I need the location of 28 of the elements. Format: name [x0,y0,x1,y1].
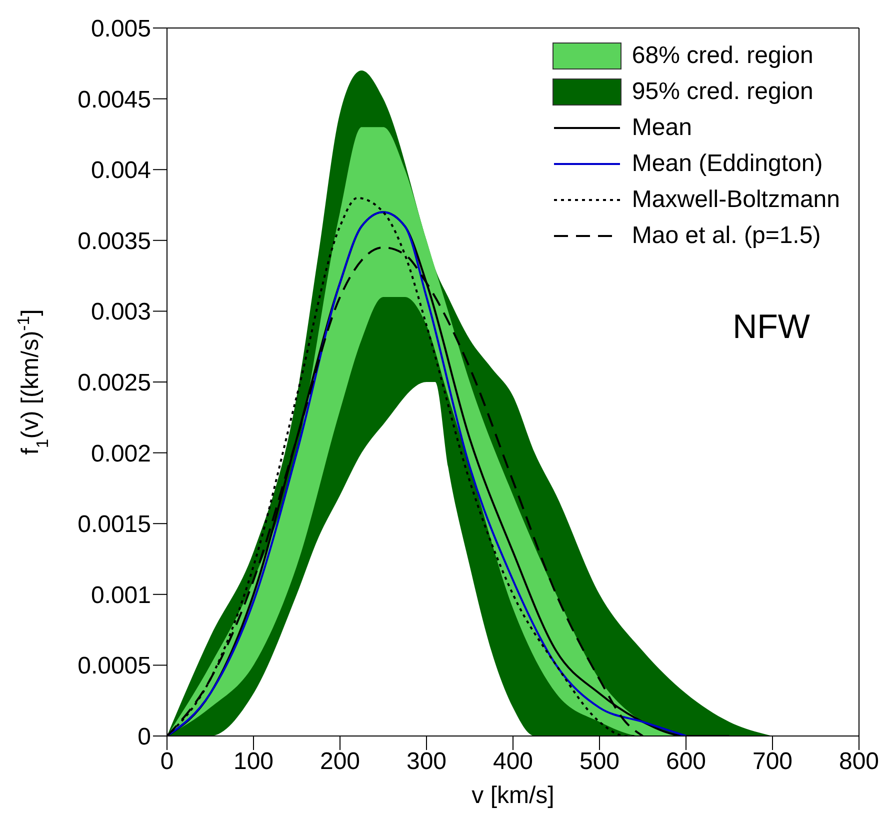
x-tick-label: 0 [160,748,174,776]
x-tick-label: 800 [838,748,880,776]
y-tick-label: 0.001 [90,582,151,609]
y-tick-label: 0.0035 [78,228,151,255]
legend-label: 95% cred. region [632,77,814,107]
y-tick-label: 0.0025 [78,370,151,397]
y-tick-label: 0.004 [90,157,151,184]
y-tick-label: 0.005 [90,16,151,43]
legend-label: Mao et al. (p=1.5) [632,221,821,251]
x-tick-label: 600 [666,748,706,776]
y-tick-label: 0.0015 [78,511,151,538]
legend-label: Maxwell-Boltzmann [632,185,840,215]
x-tick-label: 700 [752,748,793,776]
annotation: NFW [732,308,810,347]
y-tick-label: 0 [138,724,151,751]
x-tick-label: 200 [320,748,360,776]
x-axis-title: v [km/s] [472,782,554,809]
x-tick-label: 100 [233,748,274,776]
x-tick-label: 300 [406,748,447,776]
y-tick-label: 0.0045 [78,86,151,114]
legend-label: Mean [632,113,692,143]
y-tick-label: 0.003 [90,298,151,326]
legend-label: Mean (Eddington) [632,149,823,179]
legend-label: 68% cred. region [632,41,814,71]
x-tick-label: 400 [492,748,534,776]
y-tick-label: 0.0005 [78,652,151,680]
x-tick-label: 500 [579,748,620,776]
y-tick-label: 0.002 [90,440,151,468]
